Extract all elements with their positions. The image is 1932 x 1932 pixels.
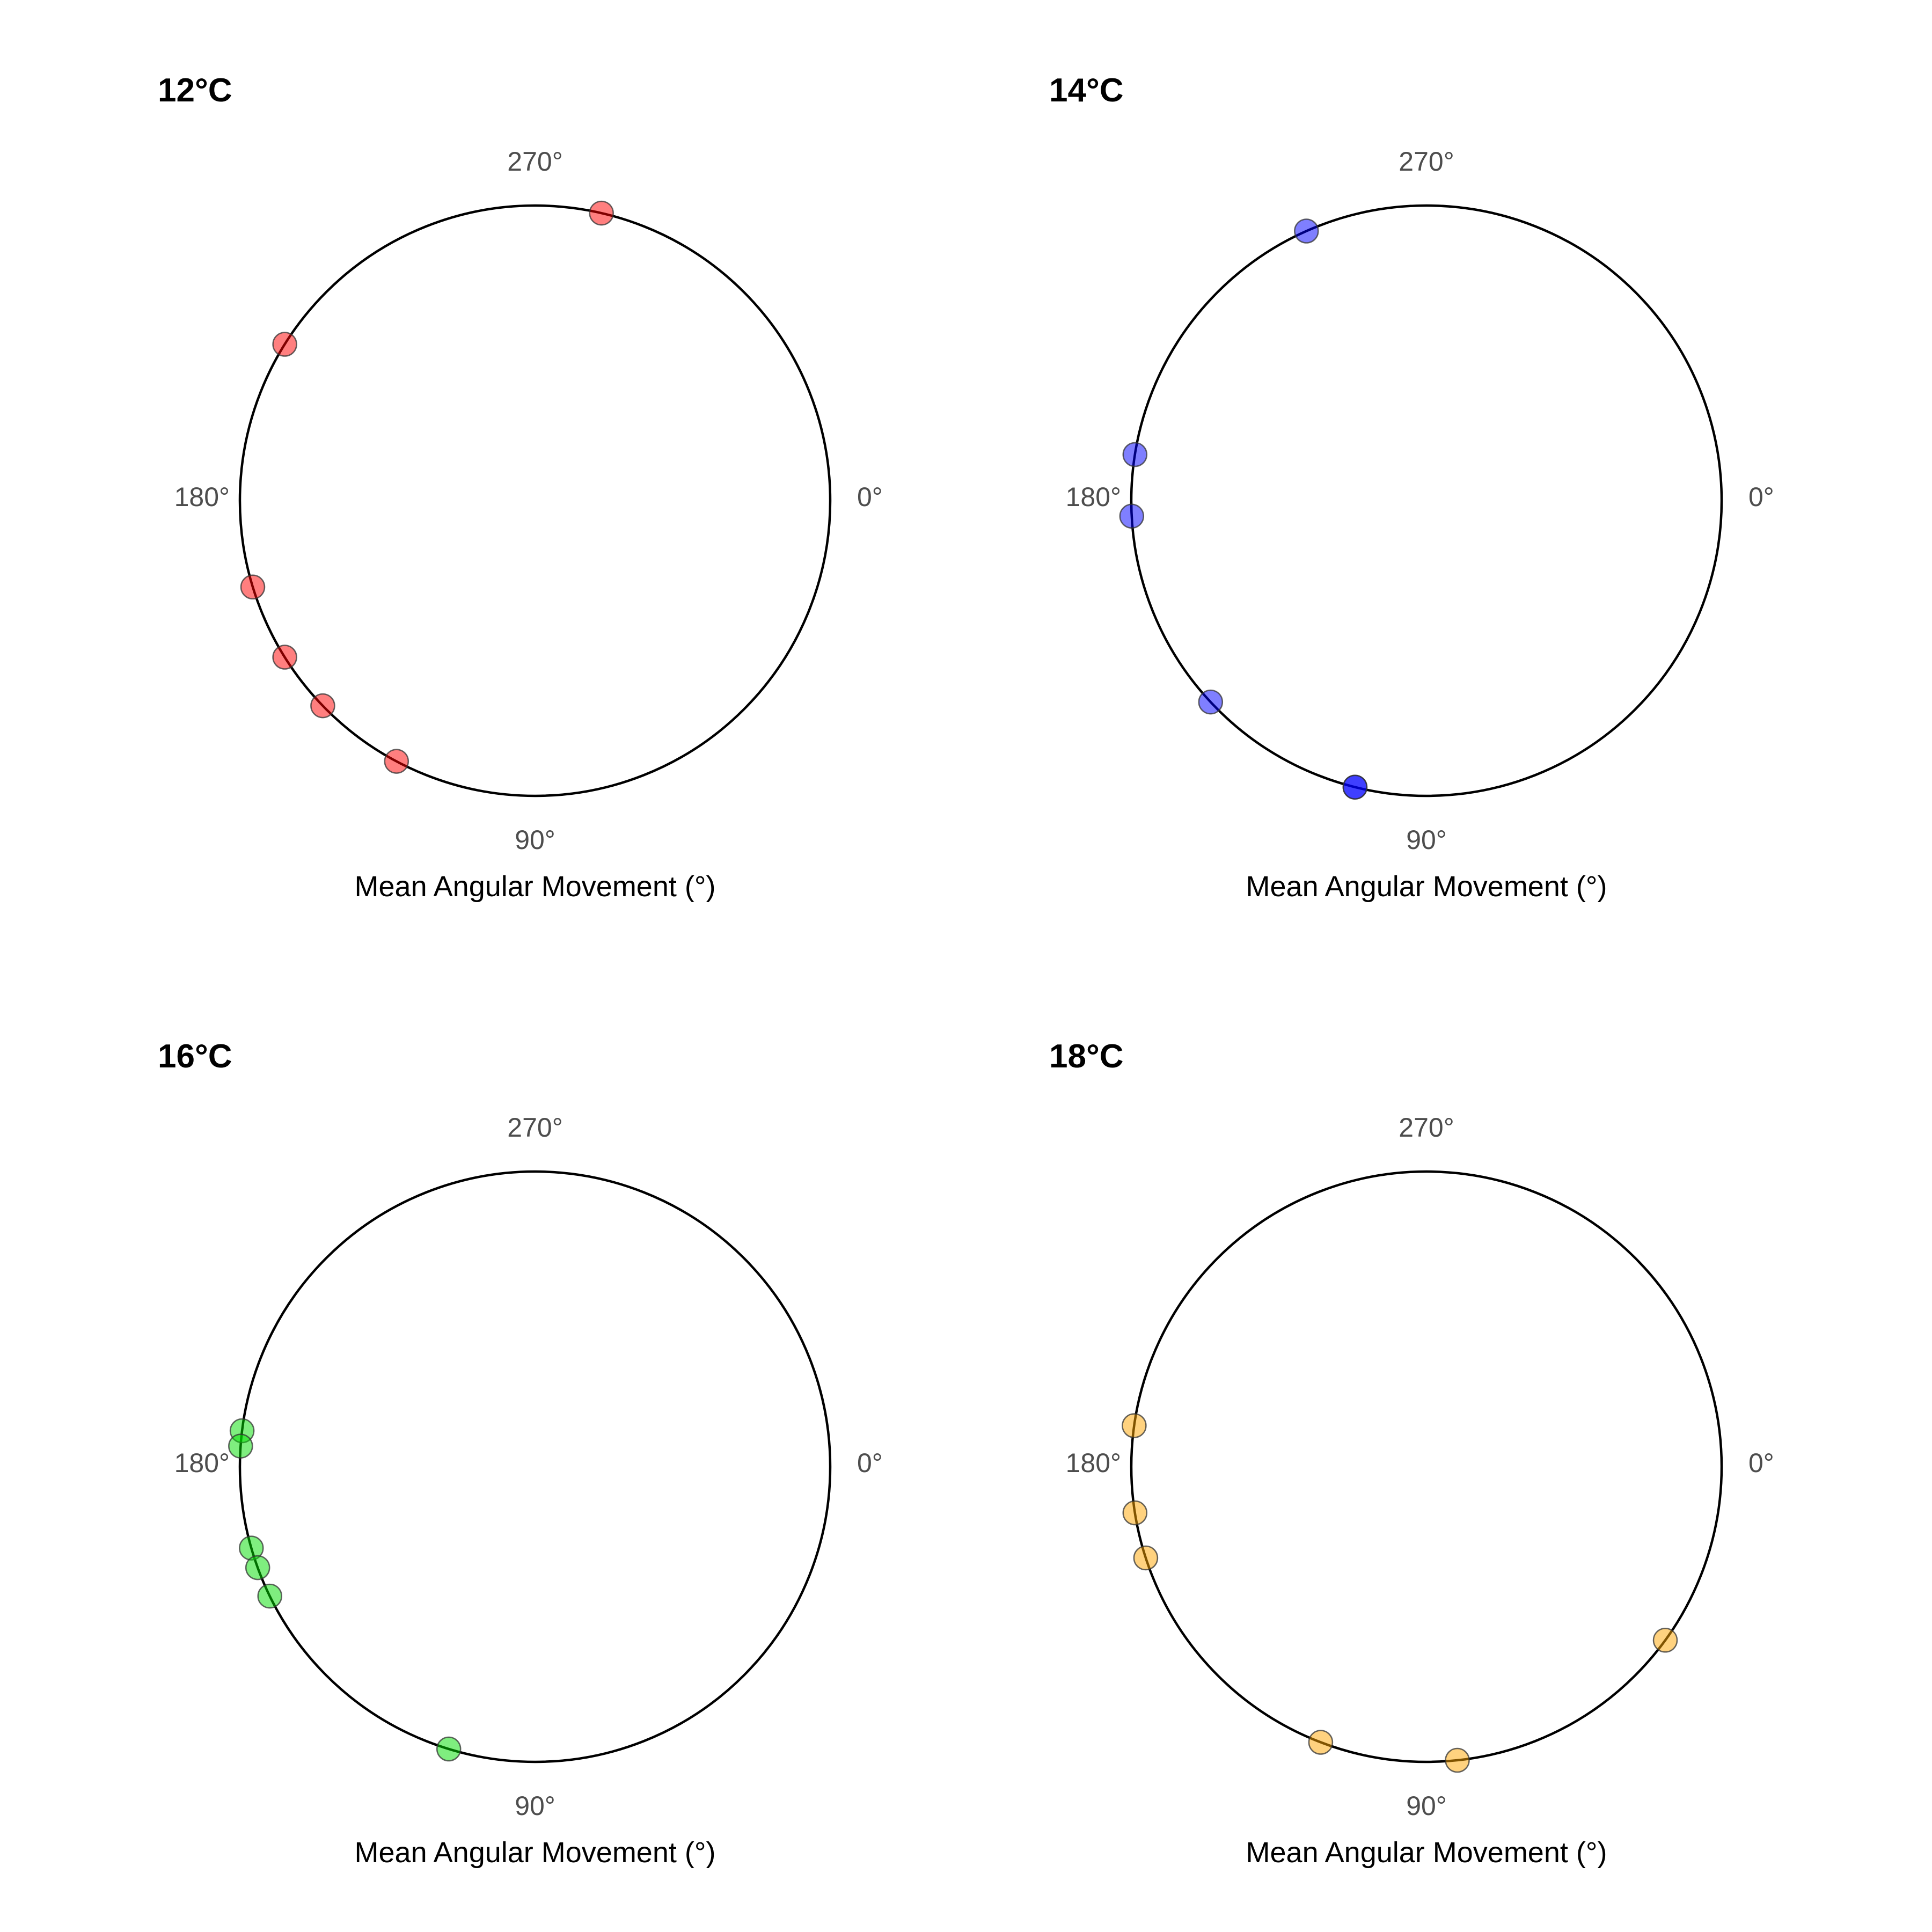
data-points (228, 1418, 462, 1762)
data-point (1294, 218, 1319, 244)
data-point (1445, 1747, 1470, 1773)
label-90: 90° (515, 1791, 555, 1821)
data-points (1119, 218, 1368, 800)
panel-title: 12°C (158, 72, 232, 109)
data-point (589, 200, 614, 226)
label-90: 90° (1406, 1791, 1447, 1821)
label-90: 90° (1406, 825, 1447, 855)
panel-title: 16°C (158, 1038, 232, 1075)
data-point (310, 693, 335, 719)
x-axis-label: Mean Angular Movement (°) (1246, 1836, 1607, 1869)
data-point (1308, 1730, 1334, 1755)
label-0: 0° (1748, 1448, 1774, 1478)
panel-12c: 12°C 270° 0° 90° 180° Mean Angular Movem… (158, 72, 883, 903)
label-0: 0° (857, 482, 883, 512)
data-point (272, 332, 297, 357)
circle-axis (1130, 204, 1723, 797)
x-axis-label: Mean Angular Movement (°) (1246, 870, 1607, 903)
data-point (436, 1736, 462, 1762)
data-point (228, 1433, 253, 1459)
data-point (1342, 774, 1368, 800)
circle-axis (238, 204, 832, 797)
x-axis-label: Mean Angular Movement (°) (355, 870, 716, 903)
data-point (1652, 1628, 1678, 1653)
x-axis-label: Mean Angular Movement (°) (355, 1836, 716, 1869)
data-points (240, 200, 614, 774)
label-180: 180° (174, 482, 230, 512)
data-point (1122, 1500, 1148, 1526)
data-point (1122, 442, 1148, 467)
data-points (1122, 1413, 1678, 1773)
label-270: 270° (1399, 147, 1454, 177)
label-90: 90° (515, 825, 555, 855)
panel-16c: 16°C 270° 0° 90° 180° Mean Angular Movem… (158, 1038, 883, 1869)
data-point (257, 1583, 282, 1609)
label-180: 180° (1066, 1448, 1121, 1478)
label-0: 0° (1748, 482, 1774, 512)
panel-14c: 14°C 270° 0° 90° 180° Mean Angular Movem… (1049, 72, 1774, 903)
panel-title: 14°C (1049, 72, 1124, 109)
data-point (245, 1555, 270, 1580)
label-180: 180° (1066, 482, 1121, 512)
data-point (1198, 689, 1224, 715)
data-point (1119, 503, 1145, 529)
panel-18c: 18°C 270° 0° 90° 180° Mean Angular Movem… (1049, 1038, 1774, 1869)
data-point (1122, 1413, 1147, 1438)
data-point (1133, 1545, 1159, 1571)
circle-axis (1130, 1170, 1723, 1763)
label-0: 0° (857, 1448, 883, 1478)
data-point (384, 749, 409, 774)
panel-title: 18°C (1049, 1038, 1124, 1075)
circle-axis (238, 1170, 832, 1763)
label-270: 270° (507, 1113, 562, 1143)
data-point (272, 645, 297, 670)
label-270: 270° (1399, 1113, 1454, 1143)
label-270: 270° (507, 147, 562, 177)
label-180: 180° (174, 1448, 230, 1478)
data-point (240, 574, 266, 600)
